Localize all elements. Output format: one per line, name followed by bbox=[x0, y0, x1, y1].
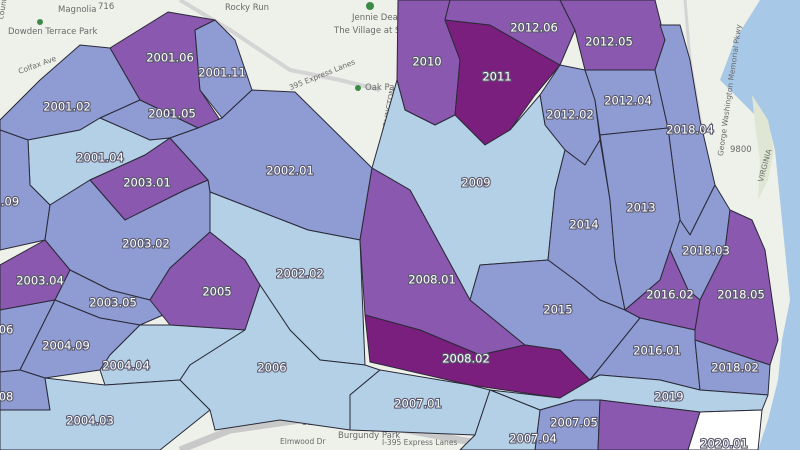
tract-label-2001-05: 2001.05 bbox=[148, 107, 196, 121]
park-jennie-dean bbox=[366, 2, 374, 10]
tract-label-2003-02: 2003.02 bbox=[122, 237, 170, 251]
tract-label-2015: 2015 bbox=[543, 303, 572, 317]
label-magnolia: Magnolia bbox=[58, 5, 96, 15]
tract-label-2018-05: 2018.05 bbox=[717, 288, 765, 302]
label-route-9800: 9800 bbox=[730, 145, 752, 155]
tract-label-2016-02: 2016.02 bbox=[646, 288, 694, 302]
tract-label-2001-02: 2001.02 bbox=[43, 100, 91, 114]
tract-label-2004-06: 06 bbox=[0, 323, 13, 337]
tract-label-2004-04: 2004.04 bbox=[102, 359, 150, 373]
tract-labels: 2001.06 2001.11 2001.02 2001.05 2001.04 … bbox=[0, 19, 766, 450]
tract-label-2012-02: 2012.02 bbox=[546, 108, 594, 122]
tract-label-2003-01: 2003.01 bbox=[123, 176, 171, 190]
tract-label-2008-01: 2008.01 bbox=[408, 273, 456, 287]
tract-label-2003-05: 2003.05 bbox=[89, 296, 137, 310]
tract-2007-06[interactable] bbox=[597, 399, 701, 450]
tract-label-2008-02: 2008.02 bbox=[442, 352, 490, 366]
label-village-shirlington: The Village at Shirlington bbox=[333, 26, 441, 36]
tract-2020-01[interactable] bbox=[687, 409, 763, 450]
label-dowden-park: Dowden Terrace Park bbox=[8, 27, 97, 37]
tract-label-2011: 2011 bbox=[482, 70, 511, 84]
label-jennie-dean: Jennie Dean Park bbox=[351, 13, 424, 23]
tract-label-2007-01: 2007.01 bbox=[394, 397, 442, 411]
census-tracts bbox=[0, 0, 779, 450]
tract-label-2001-11: 2001.11 bbox=[198, 66, 246, 80]
potomac-river bbox=[720, 0, 800, 450]
tract-label-2018-03: 2018.03 bbox=[682, 244, 730, 258]
tract-label-2001-09: .09 bbox=[1, 195, 19, 209]
tract-label-2016-01: 2016.01 bbox=[633, 344, 681, 358]
tract-label-2007-04: 2007.04 bbox=[509, 432, 557, 446]
tract-label-2006: 2006 bbox=[257, 361, 286, 375]
label-burgundy-park: Burgundy Park bbox=[338, 431, 400, 441]
tract-label-2020-01: 2020.01 bbox=[700, 437, 748, 450]
tract-label-2010: 2010 bbox=[412, 55, 441, 69]
tract-label-2001-06: 2001.06 bbox=[146, 51, 194, 65]
tract-label-2005: 2005 bbox=[202, 285, 231, 299]
tract-label-2004-09: 2004.09 bbox=[42, 339, 90, 353]
tract-label-2007-05: 2007.05 bbox=[550, 416, 598, 430]
tract-label-2012-04: 2012.04 bbox=[604, 94, 652, 108]
tract-label-2002-01: 2002.01 bbox=[266, 164, 314, 178]
tract-label-2012-05: 2012.05 bbox=[585, 35, 633, 49]
label-rocky-run: Rocky Run bbox=[225, 3, 269, 13]
tract-2008-02[interactable] bbox=[364, 314, 591, 399]
tract-label-2014: 2014 bbox=[569, 218, 598, 232]
park-dowden bbox=[37, 19, 43, 25]
tract-label-2012-06: 2012.06 bbox=[510, 21, 558, 35]
tract-label-2002-02: 2002.02 bbox=[276, 267, 324, 281]
tract-label-2004-08: 08 bbox=[0, 390, 13, 404]
tract-label-2001-04: 2001.04 bbox=[76, 151, 124, 165]
tract-label-2003-04: 2003.04 bbox=[16, 274, 64, 288]
tract-label-2018-04: 2018.04 bbox=[666, 123, 714, 137]
tract-label-2009: 2009 bbox=[461, 176, 490, 190]
park-oak bbox=[355, 85, 361, 91]
label-express-lanes-bottom: I-395 Express Lanes bbox=[382, 438, 457, 447]
tract-label-2013: 2013 bbox=[626, 201, 655, 215]
tract-label-2004-03: 2004.03 bbox=[66, 414, 114, 428]
river-island bbox=[752, 95, 774, 200]
tract-2007-04[interactable] bbox=[459, 389, 541, 450]
tract-label-2018-02: 2018.02 bbox=[711, 361, 759, 375]
tract-2018-05[interactable] bbox=[694, 209, 779, 366]
tract-label-2019: 2019 bbox=[654, 390, 683, 404]
label-elmwood: Elmwood Dr bbox=[280, 437, 326, 446]
label-route-716: 716 bbox=[98, 2, 114, 12]
label-oak-park: Oak Park bbox=[365, 83, 403, 93]
